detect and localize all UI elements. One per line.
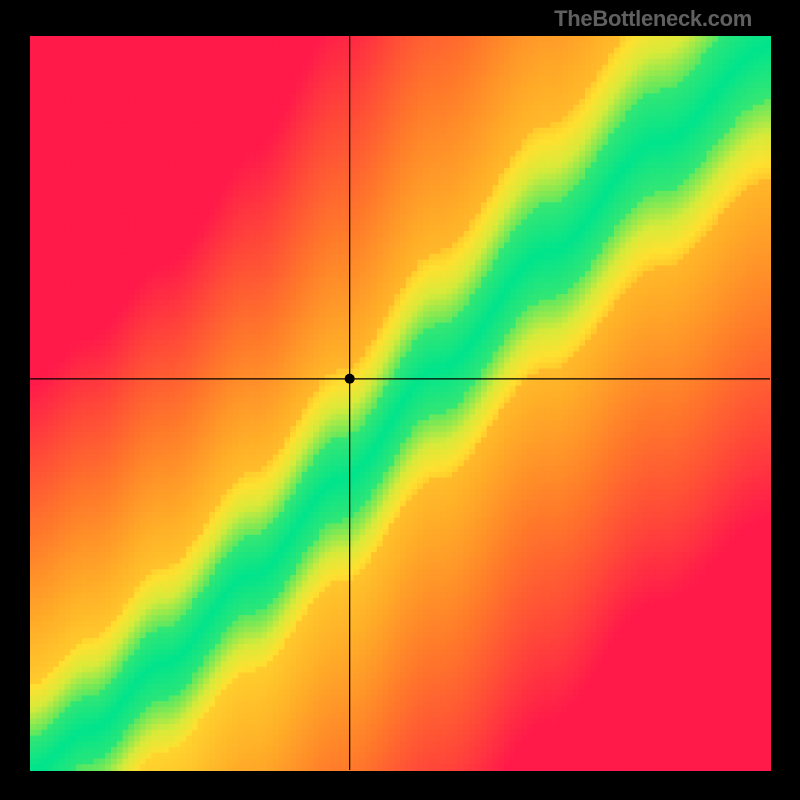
- watermark-source: TheBottleneck.com: [554, 6, 752, 32]
- bottleneck-heatmap: [0, 0, 800, 800]
- chart-frame: TheBottleneck.com: [0, 0, 800, 800]
